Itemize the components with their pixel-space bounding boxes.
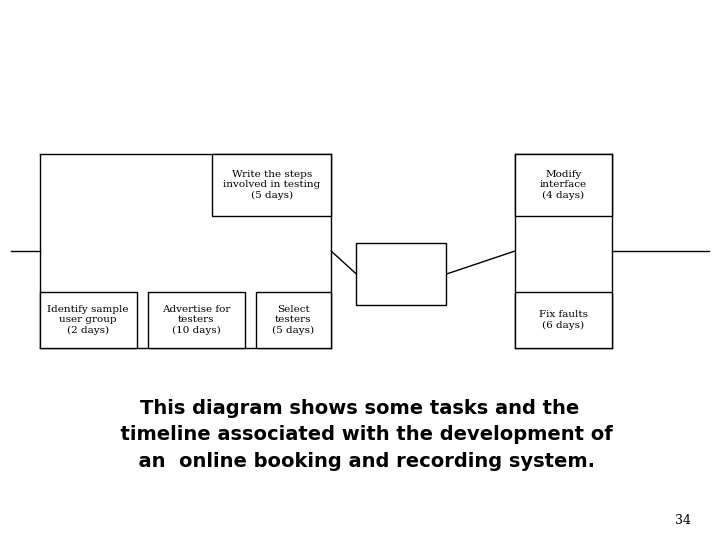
Text: Advertise for
testers
(10 days): Advertise for testers (10 days) <box>162 305 230 335</box>
Text: Write the steps
involved in testing
(5 days): Write the steps involved in testing (5 d… <box>223 170 320 200</box>
Bar <box>212 154 331 216</box>
Bar <box>40 292 137 348</box>
Bar <box>256 292 331 348</box>
Text: 34: 34 <box>675 514 691 526</box>
Bar <box>148 292 245 348</box>
Text: This diagram shows some tasks and the
  timeline associated with the development: This diagram shows some tasks and the ti… <box>107 399 613 471</box>
Text: Fix faults
(6 days): Fix faults (6 days) <box>539 310 588 330</box>
Bar <box>515 154 612 216</box>
Bar <box>515 292 612 348</box>
Bar <box>356 243 446 305</box>
Text: Identify sample
user group
(2 days): Identify sample user group (2 days) <box>48 305 129 335</box>
Text: Modify
interface
(4 days): Modify interface (4 days) <box>540 170 587 200</box>
Text: Select
testers
(5 days): Select testers (5 days) <box>272 305 315 335</box>
